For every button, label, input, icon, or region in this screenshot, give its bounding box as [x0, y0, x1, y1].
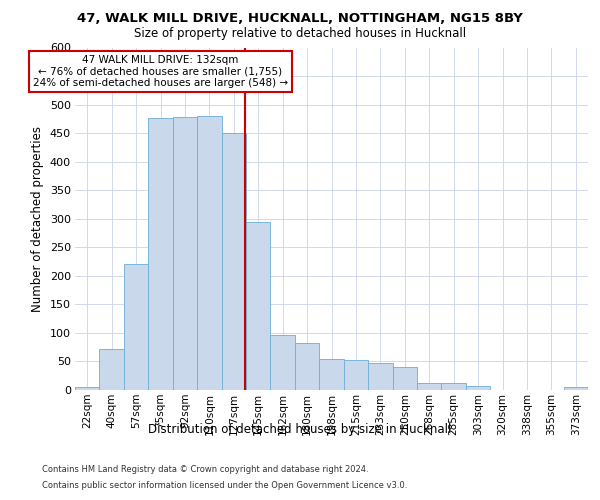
Text: Distribution of detached houses by size in Hucknall: Distribution of detached houses by size …	[148, 422, 452, 436]
Bar	[148, 118, 173, 390]
Text: 47, WALK MILL DRIVE, HUCKNALL, NOTTINGHAM, NG15 8BY: 47, WALK MILL DRIVE, HUCKNALL, NOTTINGHA…	[77, 12, 523, 26]
Bar	[75, 387, 100, 390]
Bar	[319, 358, 344, 390]
Text: Contains public sector information licensed under the Open Government Licence v3: Contains public sector information licen…	[42, 481, 407, 490]
Bar	[563, 387, 588, 390]
Text: Contains HM Land Registry data © Crown copyright and database right 2024.: Contains HM Land Registry data © Crown c…	[42, 465, 368, 474]
Bar	[295, 343, 319, 390]
Bar	[392, 367, 417, 390]
Bar	[124, 264, 148, 390]
Bar	[466, 386, 490, 390]
Text: 47 WALK MILL DRIVE: 132sqm
← 76% of detached houses are smaller (1,755)
24% of s: 47 WALK MILL DRIVE: 132sqm ← 76% of deta…	[33, 55, 288, 88]
Bar	[246, 222, 271, 390]
Bar	[197, 116, 221, 390]
Bar	[417, 383, 442, 390]
Bar	[271, 335, 295, 390]
Bar	[100, 349, 124, 390]
Bar	[368, 363, 392, 390]
Bar	[173, 117, 197, 390]
Bar	[344, 360, 368, 390]
Y-axis label: Number of detached properties: Number of detached properties	[31, 126, 44, 312]
Text: Size of property relative to detached houses in Hucknall: Size of property relative to detached ho…	[134, 28, 466, 40]
Bar	[221, 133, 246, 390]
Bar	[442, 383, 466, 390]
